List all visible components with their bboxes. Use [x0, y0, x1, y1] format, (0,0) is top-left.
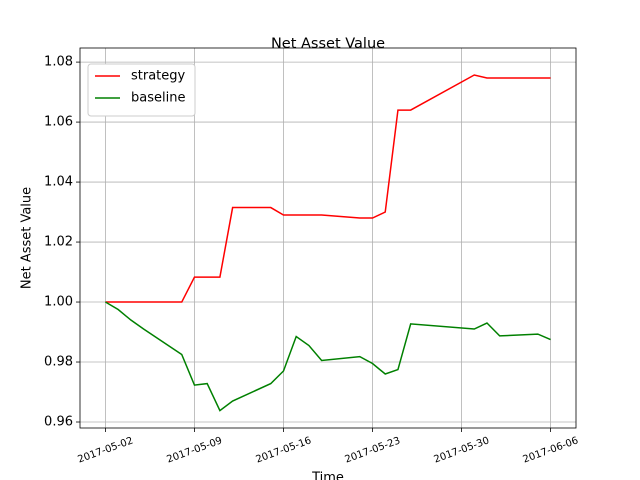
- y-tick-label: 1.06: [44, 115, 73, 130]
- x-tick-label: 2017-05-09: [165, 435, 223, 465]
- y-tick-label: 1.08: [44, 55, 73, 70]
- y-tick-label: 1.02: [44, 235, 73, 250]
- plot-frame: [79, 47, 577, 429]
- y-tick-label: 0.98: [44, 355, 73, 370]
- legend-label: strategy: [131, 69, 186, 84]
- x-tick-label: 2017-05-23: [343, 435, 401, 465]
- chart-title: Net Asset Value: [271, 36, 385, 52]
- x-axis-label: Time: [311, 471, 344, 480]
- y-axis-label: Net Asset Value: [20, 187, 35, 289]
- data-line: [105, 74, 551, 303]
- legend-label: baseline: [131, 91, 185, 106]
- x-tick-label: 2017-05-02: [76, 435, 134, 465]
- x-tick-label: 2017-06-06: [522, 435, 580, 465]
- x-tick-label: 2017-05-16: [254, 435, 312, 465]
- legend-box: [87, 63, 196, 117]
- y-tick-label: 0.96: [44, 415, 73, 430]
- x-tick-label: 2017-05-30: [433, 435, 491, 465]
- y-tick-label: 1.00: [44, 295, 73, 310]
- y-tick-label: 1.04: [44, 175, 73, 190]
- data-line: [105, 301, 551, 412]
